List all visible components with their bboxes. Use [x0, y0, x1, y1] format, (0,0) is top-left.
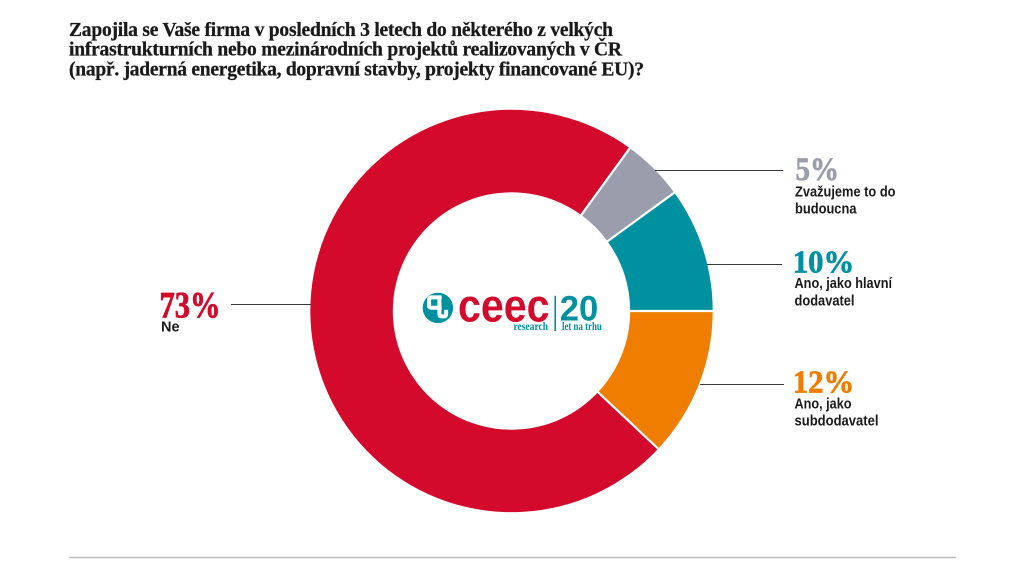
svg-text:infrastrukturních nebo mezinár: infrastrukturních nebo mezinárodních pro…: [69, 39, 623, 61]
svg-text:Zapojila se Vaše firma v posle: Zapojila se Vaše firma v posledních 3 le…: [69, 20, 613, 41]
svg-text:let na trhu: let na trhu: [562, 321, 602, 333]
svg-text:Ne: Ne: [161, 319, 180, 335]
svg-text:Zvažujeme to do: Zvažujeme to do: [795, 184, 896, 201]
svg-text:Ano, jako hlavní: Ano, jako hlavní: [795, 275, 893, 292]
svg-text:subdodavatel: subdodavatel: [795, 413, 879, 430]
svg-text:research: research: [514, 321, 549, 333]
svg-text:20: 20: [560, 289, 599, 329]
svg-text:budoucna: budoucna: [795, 201, 857, 218]
svg-text:(např. jaderná energetika, dop: (např. jaderná energetika, dopravní stav…: [69, 59, 644, 80]
svg-text:dodavatel: dodavatel: [795, 293, 855, 310]
svg-text:ceec: ceec: [458, 279, 550, 331]
svg-text:10%: 10%: [793, 243, 855, 279]
svg-text:73%: 73%: [160, 286, 221, 327]
svg-text:Ano, jako: Ano, jako: [795, 396, 852, 413]
svg-text:5%: 5%: [796, 152, 840, 188]
svg-text:12%: 12%: [793, 364, 855, 400]
